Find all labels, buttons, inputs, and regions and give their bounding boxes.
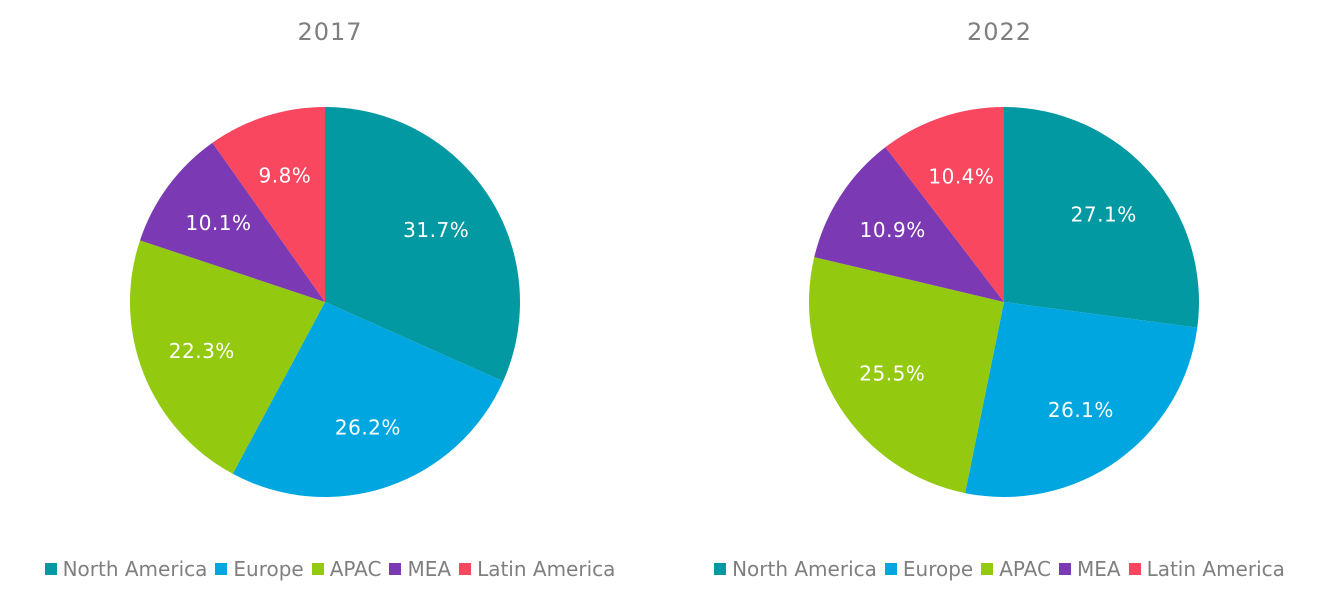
pie-slice-mea bbox=[140, 142, 325, 302]
data-label-europe: 26.1% bbox=[1048, 398, 1114, 422]
legend-label: Europe bbox=[902, 557, 974, 581]
pie-slice-latin-america bbox=[212, 107, 325, 302]
legend-label: APAC bbox=[329, 557, 382, 581]
legend-label: North America bbox=[732, 557, 877, 581]
data-label-mea: 10.1% bbox=[185, 211, 251, 235]
pie-slice-apac bbox=[809, 257, 1004, 494]
pie-slice-latin-america bbox=[885, 106, 1004, 302]
legend-item-north-america: North America bbox=[44, 557, 208, 581]
chart-title: 2022 bbox=[966, 18, 1033, 46]
data-label-north-america: 27.1% bbox=[1071, 203, 1137, 227]
pie-slice-europe bbox=[232, 302, 504, 497]
legend-swatch bbox=[215, 563, 228, 575]
legend-swatch bbox=[311, 563, 324, 575]
legend-item-europe: Europe bbox=[884, 557, 974, 581]
legend-label: Latin America bbox=[1146, 557, 1285, 581]
pie-slice-mea bbox=[814, 147, 1004, 302]
pie-slice-europe bbox=[965, 302, 1198, 497]
pie-plot: 27.1% 26.1% 25.5% 10.9% 10.4% bbox=[809, 106, 1199, 497]
legend-label: APAC bbox=[999, 557, 1051, 581]
data-label-latin-america: 10.4% bbox=[928, 164, 994, 188]
data-label-europe: 26.2% bbox=[335, 416, 401, 440]
legend-label: MEA bbox=[407, 557, 452, 581]
data-label-latin-america: 9.8% bbox=[258, 164, 311, 188]
pie-chart-2022: 2022 27.1% 26.1% 25.5% 10.9% 10.4% North Ame… bbox=[670, 0, 1329, 603]
legend-swatch bbox=[884, 563, 897, 575]
legend-swatch bbox=[981, 563, 994, 575]
legend-item-europe: Europe bbox=[215, 557, 304, 581]
legend-label: MEA bbox=[1076, 557, 1121, 581]
pie-slice-apac bbox=[129, 240, 325, 474]
legend: North America Europe APAC MEA Latin Amer… bbox=[0, 557, 660, 581]
legend-swatch bbox=[714, 563, 727, 575]
pie-plot: 31.7% 26.2% 22.3% 10.1% 9.8% bbox=[129, 107, 520, 497]
legend-item-mea: MEA bbox=[389, 557, 451, 581]
legend-swatch bbox=[1058, 563, 1071, 575]
legend-item-north-america: North America bbox=[714, 557, 877, 581]
legend-label: North America bbox=[62, 557, 208, 581]
legend-label: Europe bbox=[233, 557, 304, 581]
data-label-north-america: 31.7% bbox=[403, 218, 469, 242]
pie-slice-north-america bbox=[325, 107, 520, 382]
legend-item-mea: MEA bbox=[1058, 557, 1121, 581]
legend-swatch bbox=[44, 563, 57, 575]
chart-title: 2017 bbox=[297, 18, 363, 46]
legend-label: Latin America bbox=[477, 557, 616, 581]
legend-item-apac: APAC bbox=[311, 557, 382, 581]
legend-item-latin-america: Latin America bbox=[459, 557, 615, 581]
legend-item-latin-america: Latin America bbox=[1128, 557, 1285, 581]
legend-swatch bbox=[389, 563, 402, 575]
pie-slice-north-america bbox=[1004, 107, 1199, 328]
legend-swatch bbox=[1128, 563, 1141, 575]
legend-item-apac: APAC bbox=[981, 557, 1051, 581]
data-label-apac: 25.5% bbox=[859, 361, 925, 385]
data-label-mea: 10.9% bbox=[860, 218, 926, 242]
legend: North America Europe APAC MEA Latin Amer… bbox=[670, 557, 1329, 581]
legend-swatch bbox=[459, 563, 472, 575]
pie-chart-2017: 2017 31.7% 26.2% 22.3% 10.1% 9.8% North Amer… bbox=[0, 0, 660, 603]
data-label-apac: 22.3% bbox=[169, 339, 235, 363]
